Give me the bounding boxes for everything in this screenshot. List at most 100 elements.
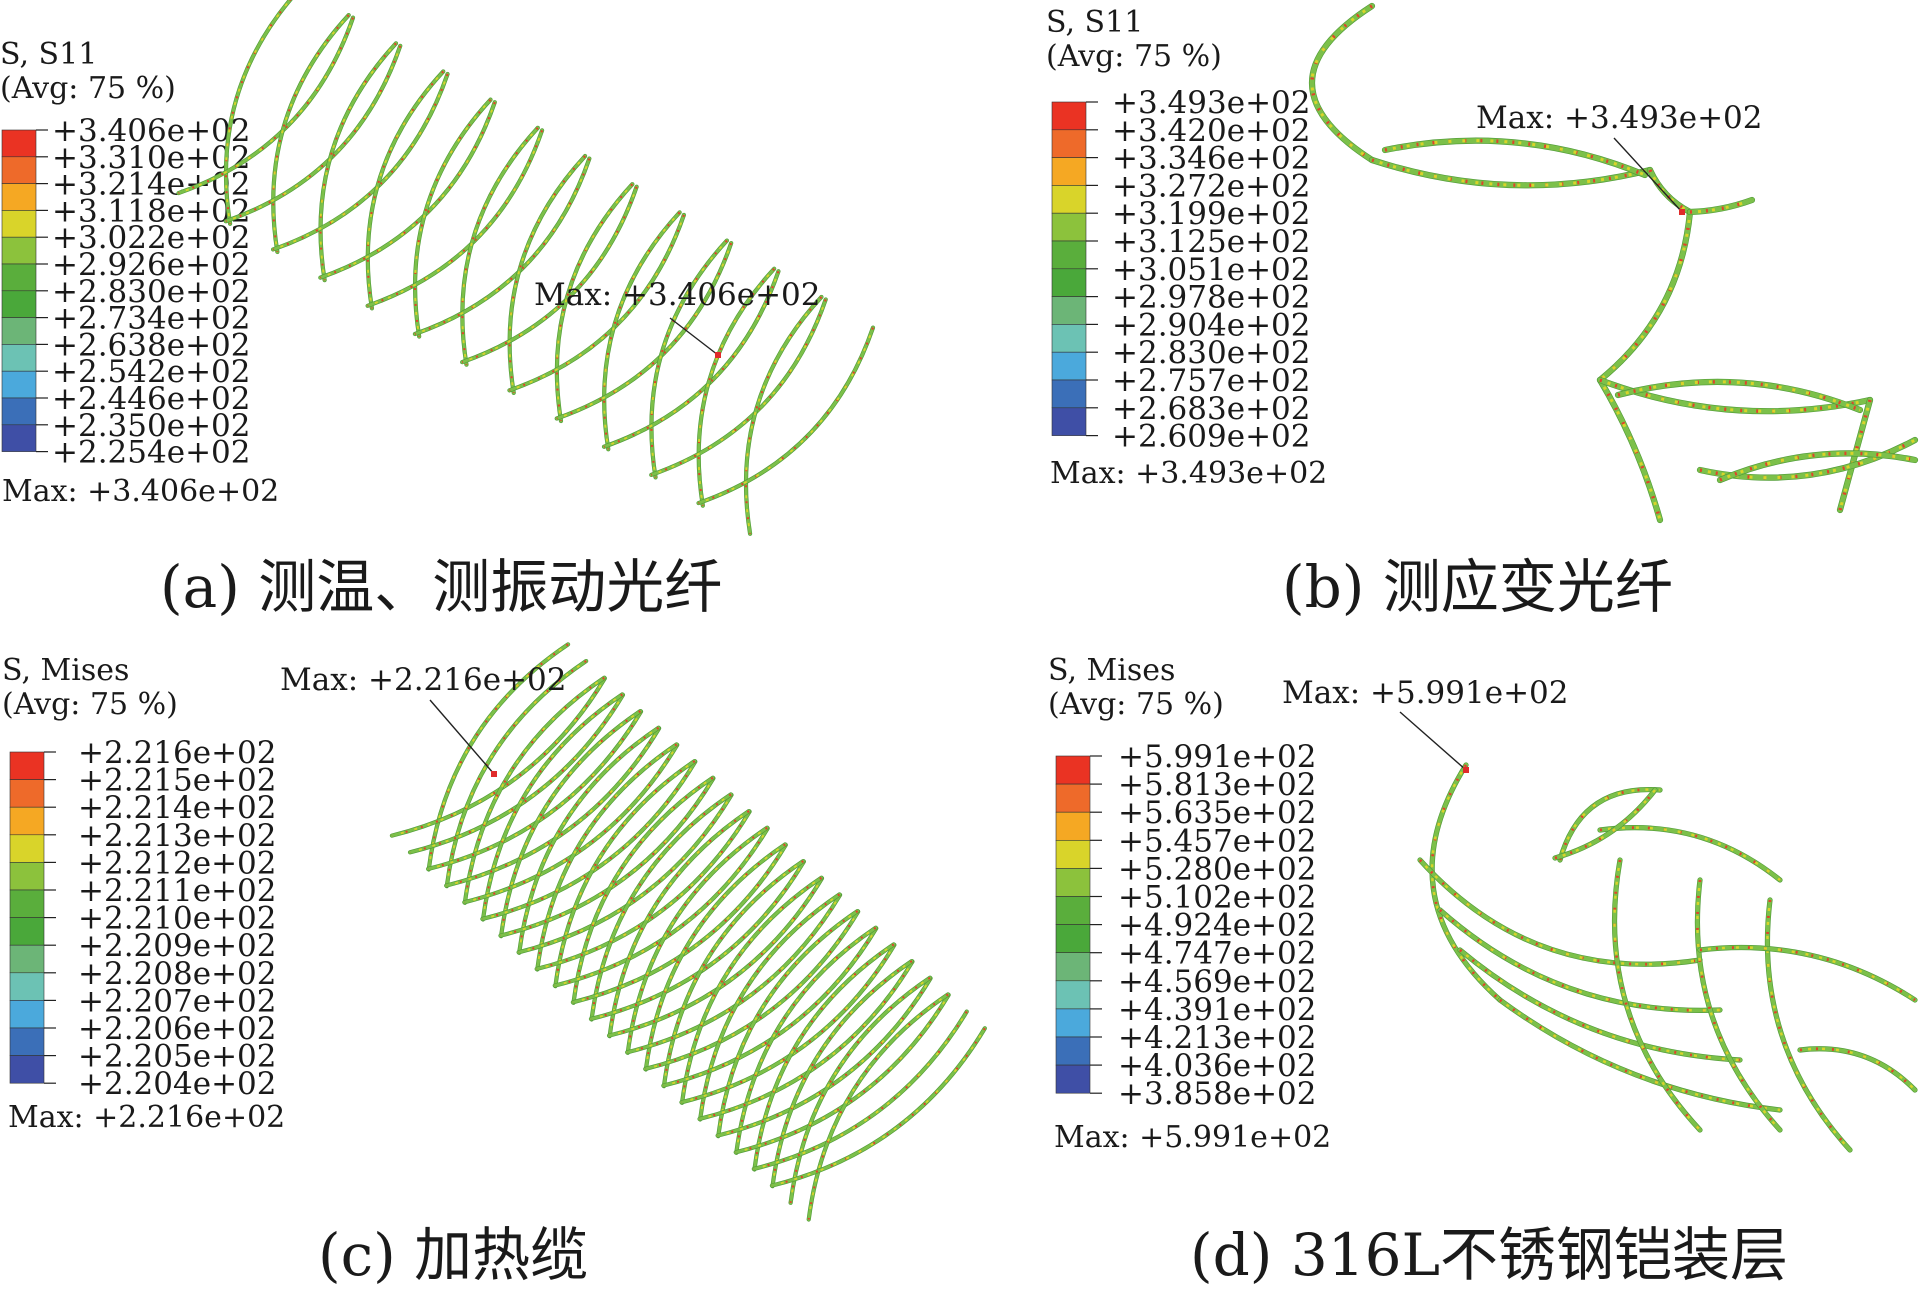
helix-strand-stress-dots-yellow [500,777,715,937]
helix-strand-stress-dots-yellow [572,844,787,1004]
color-legend-b: +3.493e+02+3.420e+02+3.346e+02+3.272e+02… [1051,85,1311,455]
helix-strand-stress-dots-yellow [699,893,841,1120]
caption-c: (c) 加热缆 [318,1221,589,1289]
legend-tick-label: +2.757e+02 [1112,363,1311,399]
legend-swatch [1055,811,1091,841]
helix-strand-stress-dots-yellow [608,877,823,1037]
helix-strand-stress-dots-yellow [572,776,714,1003]
helix-strand-stress-dots [461,186,638,364]
legend-swatch [1,156,37,184]
helix-strand-stress-dots-yellow [626,894,841,1054]
max-callout-c-label: Max: +2.216e+02 [280,662,567,698]
helix-model-d: Max: +5.991e+02 [1282,675,1918,1153]
helix-strand-stress-dots-yellow [771,960,913,1187]
helix-strand-stress-dots-yellow [699,961,914,1120]
legend-swatch [1055,924,1091,953]
helix-strand-stress-dots-yellow [645,911,859,1070]
legend-title-b: S, S11 (Avg: 75 %) [1046,6,1222,74]
helix-strand-stress-dots-yellow [663,860,804,1087]
legend-swatch [1,290,37,318]
max-callout-c-leader-line [429,699,495,775]
helix-model-b: Max: +3.493e+02 [1308,2,1919,524]
legend-tick-label: +2.211e+02 [78,873,277,909]
legend-avg-a: (Avg: 75 %) [0,71,176,106]
helix-strand-stress-dots [272,73,449,251]
legend-tick-label: +3.214e+02 [52,167,251,203]
legend-tick-label: +2.638e+02 [52,327,251,363]
legend-tick-label: +2.212e+02 [78,845,277,881]
max-callout-a-leader-line [669,317,719,356]
helix-strand [1458,948,1742,1062]
legend-tick-label: +2.213e+02 [78,818,277,854]
legend-tick-label: +2.542e+02 [52,354,251,390]
color-legend-d: +5.991e+02+5.813e+02+5.635e+02+5.457e+02… [1055,739,1317,1112]
legend-tick-label: +2.208e+02 [78,956,277,992]
legend-tick-label: +3.420e+02 [1112,113,1311,149]
helix-strand-stress-dots-yellow [464,676,605,903]
legend-tick-label: +5.102e+02 [1118,880,1317,916]
helix-strand-stress-dots-yellow [735,994,950,1154]
legend-swatch [1055,952,1091,982]
max-callout-d-leader-line [1399,711,1467,771]
legend-swatch [1,236,37,265]
helix-strand-stress-dots-yellow [500,710,641,937]
helix-strand-stress-dots-yellow [536,743,678,970]
helix-strand-stress-dots-yellow [717,910,859,1137]
legend-tick-label: +5.280e+02 [1118,851,1317,887]
legend-tick-label: +4.036e+02 [1118,1048,1317,1084]
legend-avg-b: (Avg: 75 %) [1046,39,1222,74]
helix-strand-stress-dots [744,296,823,534]
helix-strand-stress-dots-yellow [1371,158,1651,187]
legend-swatch [1051,324,1087,353]
legend-tick-label: +5.813e+02 [1118,767,1317,803]
helix-strand-stress-dots-yellow [1430,764,1501,1001]
legend-tick-label: +2.978e+02 [1112,280,1311,316]
legend-title-d: S, Mises (Avg: 75 %) [1048,654,1224,722]
legend-swatch [1055,896,1091,925]
helix-strand-stress-dots-yellow [681,944,896,1104]
helix-strand-stress-dots-yellow [644,843,786,1070]
helix-strand-stress-dots-yellow [482,761,697,920]
legend-tick-label: +2.215e+02 [78,763,277,799]
legend-swatch [1055,755,1091,785]
legend-tick-label: +2.210e+02 [78,901,277,937]
legend-tick-label: +2.446e+02 [52,381,251,417]
legend-tick-label: +5.635e+02 [1118,795,1317,831]
helix-strand-stress-dots-yellow [1699,946,1916,1002]
legend-swatch [1,424,37,452]
legend-swatch [1051,240,1087,270]
legend-tick-label: +3.858e+02 [1118,1076,1317,1112]
legend-tick-label: +2.204e+02 [78,1066,277,1102]
legend-field-c: S, Mises [2,653,130,688]
legend-tick-label: +2.209e+02 [78,928,277,964]
caption-d: (d) 316L不锈钢铠装层 [1190,1221,1789,1289]
legend-swatch [1055,980,1091,1010]
legend-avg-d: (Avg: 75 %) [1048,687,1224,722]
helix-strand-stress-dots-yellow [735,926,877,1153]
helix-strand-stress-dots-yellow [536,811,751,970]
legend-max-d: Max: +5.991e+02 [1054,1120,1332,1155]
helix-strand-stress-dots-yellow [1499,999,1781,1112]
helix-strand-stress-dots-yellow [753,943,895,1170]
helix-strand-stress-dots [1598,379,1662,521]
helix-strand-stress-dots-yellow [518,726,660,953]
helix-strand-stress-dots [1598,211,1692,382]
helix-strand [1438,908,1722,1013]
legend-tick-label: +3.310e+02 [52,140,251,176]
legend-swatch [1055,1008,1091,1038]
helix-strand-stress-dots [509,214,685,392]
max-callout-b-label: Max: +3.493e+02 [1476,100,1763,136]
legend-tick-label: +4.747e+02 [1118,936,1317,972]
legend-swatch [1,263,37,292]
legend-swatch [9,917,45,946]
legend-tick-label: +2.207e+02 [78,983,277,1019]
helix-strand [1798,1046,1917,1092]
legend-title-a: S, S11 (Avg: 75 %) [0,38,176,106]
helix-strand-stress-dots [272,14,350,253]
helix-strand-stress-dots-yellow [391,677,606,837]
helix-strand-stress-dots [366,70,445,309]
helix-strand-stress-dots-yellow [427,643,569,870]
legend-tick-label: +2.254e+02 [52,435,251,471]
helix-strand-stress-dots [320,101,496,279]
max-callout-a-marker [715,352,721,358]
